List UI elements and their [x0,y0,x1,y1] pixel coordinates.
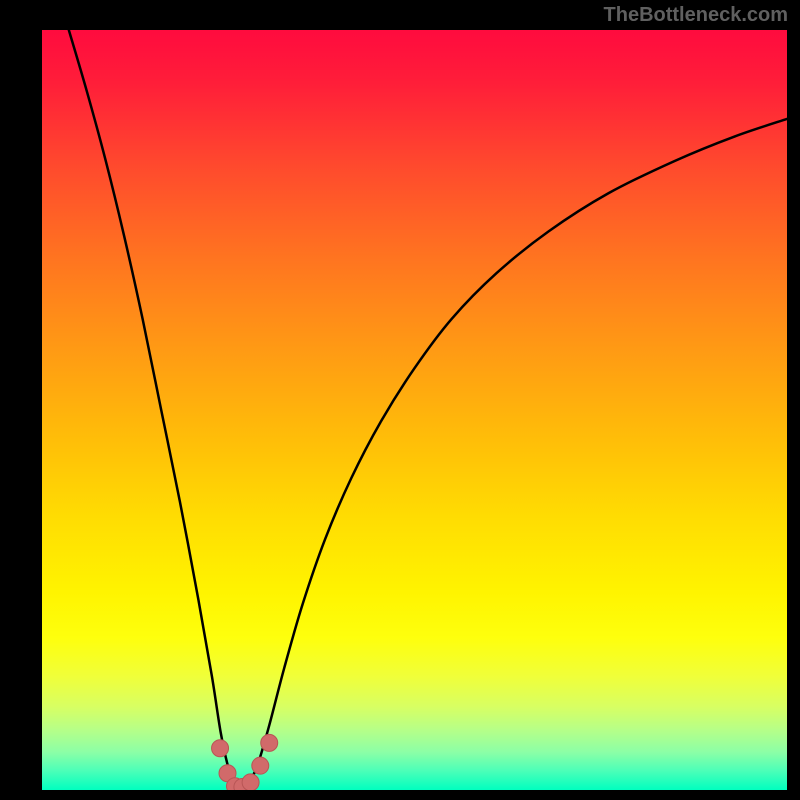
data-marker [252,757,269,774]
chart-svg [42,30,787,790]
data-marker [261,734,278,751]
data-marker [212,740,229,757]
outer-frame: TheBottleneck.com [0,0,800,800]
watermark-text: TheBottleneck.com [604,4,788,27]
gradient-background [42,30,787,790]
plot-area [42,30,787,790]
data-marker [242,774,259,790]
